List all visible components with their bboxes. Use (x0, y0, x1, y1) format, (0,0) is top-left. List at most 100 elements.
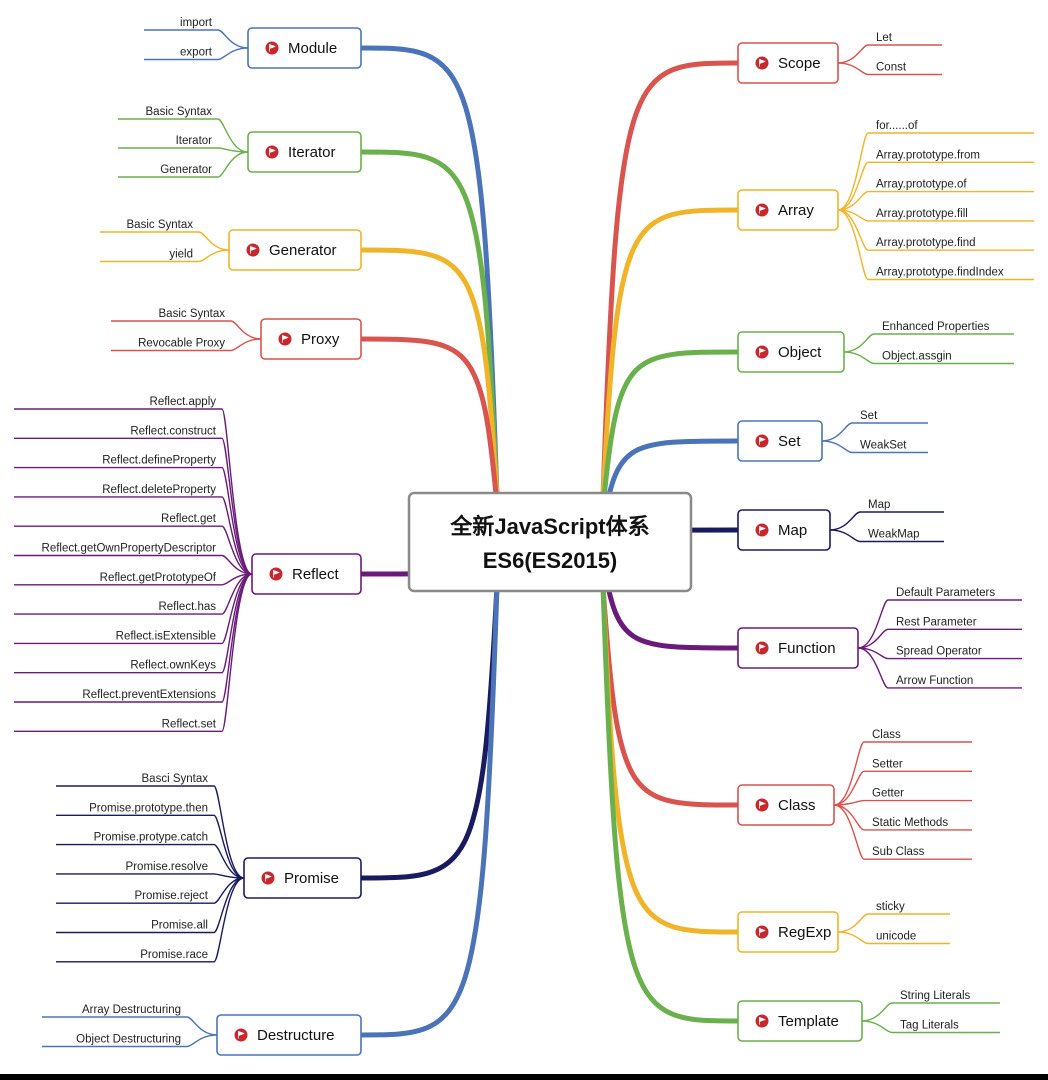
leaf-reflect-reflect-ownkeys[interactable]: Reflect.ownKeys (130, 660, 216, 672)
leaf-reflect-reflect-construct[interactable]: Reflect.construct (130, 425, 216, 437)
branch-destructure (358, 583, 500, 1038)
topic-label-template: Template (778, 1013, 839, 1030)
topic-function[interactable]: Function (737, 627, 859, 669)
leaf-array-array-prototype-from[interactable]: Array.prototype.from (876, 149, 980, 161)
topic-object[interactable]: Object (737, 331, 845, 373)
branch-proxy (358, 336, 500, 508)
leaf-scope-let[interactable]: Let (876, 32, 893, 44)
leaf-connector-function (857, 647, 889, 689)
leaf-module-export[interactable]: export (180, 47, 213, 59)
leaf-connector-scope (837, 44, 869, 64)
root-node[interactable]: 全新JavaScript体系 ES6(ES2015) (407, 491, 693, 593)
leaf-regexp-unicode[interactable]: unicode (876, 931, 916, 943)
leaf-connector-promise (213, 877, 245, 934)
topic-array[interactable]: Array (737, 189, 839, 231)
topic-marker-icon (755, 925, 769, 939)
leaf-iterator-basic-syntax[interactable]: Basic Syntax (146, 106, 213, 118)
leaf-function-spread-operator[interactable]: Spread Operator (896, 646, 982, 658)
leaf-object-object-assgin[interactable]: Object.assgin (882, 351, 952, 363)
topic-destructure[interactable]: Destructure (216, 1014, 362, 1056)
topic-proxy[interactable]: Proxy (260, 318, 362, 360)
leaf-class-sub-class[interactable]: Sub Class (872, 846, 925, 858)
topic-box-class (737, 784, 835, 826)
topic-marker-icon (755, 1014, 769, 1028)
leaf-reflect-reflect-getprototypeof[interactable]: Reflect.getPrototypeOf (100, 572, 217, 584)
leaf-generator-basic-syntax[interactable]: Basic Syntax (127, 219, 194, 231)
leaf-template-string-literals[interactable]: String Literals (900, 990, 971, 1002)
topic-marker-icon (755, 641, 769, 655)
leaf-iterator-generator[interactable]: Generator (160, 164, 212, 176)
leaf-array-for-of[interactable]: for......of (876, 120, 918, 132)
topic-label-regexp: RegExp (778, 924, 831, 941)
leaf-reflect-reflect-getownpropertydescriptor[interactable]: Reflect.getOwnPropertyDescriptor (42, 543, 217, 555)
leaf-promise-promise-all[interactable]: Promise.all (151, 920, 208, 932)
leaf-reflect-reflect-has[interactable]: Reflect.has (158, 601, 216, 613)
leaf-object-enhanced-properties[interactable]: Enhanced Properties (882, 321, 990, 333)
topic-scope[interactable]: Scope (737, 42, 839, 84)
topic-regexp[interactable]: RegExp (737, 911, 839, 953)
leaf-class-getter[interactable]: Getter (872, 788, 904, 800)
leaf-reflect-reflect-get[interactable]: Reflect.get (161, 513, 217, 525)
topic-marker-icon (755, 56, 769, 70)
leaf-reflect-reflect-set[interactable]: Reflect.set (162, 718, 217, 730)
leaf-destructure-array-destructuring[interactable]: Array Destructuring (82, 1004, 181, 1016)
leaf-iterator-iterator[interactable]: Iterator (176, 135, 213, 147)
leaf-generator-yield[interactable]: yield (169, 249, 193, 261)
topic-promise[interactable]: Promise (243, 857, 362, 899)
topic-box-destructure (216, 1014, 362, 1056)
topic-reflect[interactable]: Reflect (251, 553, 362, 595)
leaf-function-rest-parameter[interactable]: Rest Parameter (896, 616, 977, 628)
leaf-array-array-prototype-findindex[interactable]: Array.prototype.findIndex (876, 267, 1004, 279)
branch-object (600, 349, 741, 511)
leaf-class-class[interactable]: Class (872, 729, 901, 741)
leaf-template-tag-literals[interactable]: Tag Literals (900, 1020, 959, 1032)
leaf-destructure-object-destructuring[interactable]: Object Destructuring (76, 1034, 181, 1046)
topic-generator[interactable]: Generator (228, 229, 362, 271)
leaf-promise-promise-protype-catch[interactable]: Promise.protype.catch (94, 832, 208, 844)
leaf-connector-reflect (221, 408, 253, 575)
topic-marker-icon (755, 203, 769, 217)
leaf-class-setter[interactable]: Setter (872, 758, 903, 770)
leaf-connector-iterator (217, 147, 249, 153)
leaf-connector-template (861, 1002, 893, 1022)
topic-label-function: Function (778, 640, 836, 657)
leaf-reflect-reflect-defineproperty[interactable]: Reflect.defineProperty (102, 455, 216, 467)
leaf-map-map[interactable]: Map (868, 499, 890, 511)
leaf-reflect-reflect-isextensible[interactable]: Reflect.isExtensible (116, 630, 216, 642)
leaf-proxy-basic-syntax[interactable]: Basic Syntax (159, 308, 226, 320)
leaf-set-weakset[interactable]: WeakSet (860, 440, 907, 452)
leaf-map-weakmap[interactable]: WeakMap (868, 529, 920, 541)
leaf-connector-function (857, 599, 889, 649)
topic-module[interactable]: Module (247, 27, 362, 69)
leaf-promise-basci-syntax[interactable]: Basci Syntax (142, 773, 209, 785)
leaf-function-default-parameters[interactable]: Default Parameters (896, 587, 995, 599)
leaf-module-import[interactable]: import (180, 17, 213, 29)
leaf-promise-promise-reject[interactable]: Promise.reject (135, 890, 209, 902)
topic-marker-icon (755, 345, 769, 359)
root-box (407, 491, 693, 593)
leaf-reflect-reflect-preventextensions[interactable]: Reflect.preventExtensions (82, 689, 216, 701)
topic-map[interactable]: Map (737, 509, 831, 551)
topic-iterator[interactable]: Iterator (247, 131, 362, 173)
leaf-array-array-prototype-find[interactable]: Array.prototype.find (876, 237, 976, 249)
leaf-scope-const[interactable]: Const (876, 62, 907, 74)
leaf-reflect-reflect-deleteproperty[interactable]: Reflect.deleteProperty (102, 484, 216, 496)
topic-set[interactable]: Set (737, 420, 823, 462)
leaf-reflect-reflect-apply[interactable]: Reflect.apply (150, 396, 217, 408)
bottom-edge-bar (0, 1074, 1048, 1080)
leaf-promise-promise-prototype-then[interactable]: Promise.prototype.then (89, 802, 208, 814)
topic-class[interactable]: Class (737, 784, 835, 826)
leaf-regexp-sticky[interactable]: sticky (876, 901, 905, 913)
leaf-function-arrow-function[interactable]: Arrow Function (896, 675, 973, 687)
leaf-promise-promise-race[interactable]: Promise.race (140, 949, 208, 961)
topic-template[interactable]: Template (737, 1000, 863, 1042)
topic-label-proxy: Proxy (301, 331, 340, 348)
topic-marker-icon (265, 145, 279, 159)
leaf-promise-promise-resolve[interactable]: Promise.resolve (126, 861, 208, 873)
leaf-set-set[interactable]: Set (860, 410, 878, 422)
root-title: 全新JavaScript体系 (449, 514, 649, 539)
leaf-array-array-prototype-of[interactable]: Array.prototype.of (876, 179, 967, 191)
leaf-proxy-revocable-proxy[interactable]: Revocable Proxy (138, 338, 225, 350)
leaf-class-static-methods[interactable]: Static Methods (872, 817, 948, 829)
leaf-array-array-prototype-fill[interactable]: Array.prototype.fill (876, 208, 968, 220)
